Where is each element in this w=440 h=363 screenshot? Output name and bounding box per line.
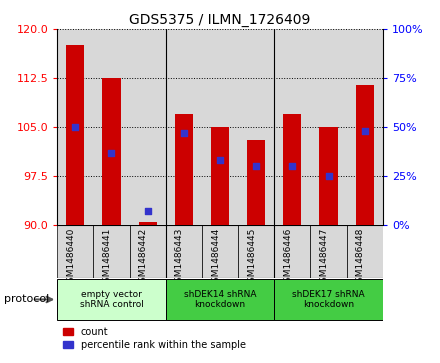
Point (144, 208, 151, 214)
FancyBboxPatch shape (57, 225, 93, 278)
Text: GSM1486441: GSM1486441 (103, 228, 111, 288)
Bar (66, 45, 84, 225)
Bar (202, 29, 238, 225)
FancyBboxPatch shape (202, 225, 238, 278)
Point (216, 158, 224, 163)
FancyBboxPatch shape (274, 225, 311, 278)
Bar (175, 114, 193, 225)
Bar (347, 29, 383, 225)
Bar (166, 29, 202, 225)
FancyBboxPatch shape (129, 225, 166, 278)
Text: GSM1486442: GSM1486442 (139, 228, 148, 288)
Bar (311, 29, 347, 225)
Bar (247, 140, 265, 225)
Bar (319, 127, 337, 225)
Bar (57, 29, 93, 225)
Point (361, 128, 368, 134)
FancyBboxPatch shape (93, 225, 129, 278)
Bar (274, 29, 311, 225)
Bar (283, 114, 301, 225)
Text: GSM1486443: GSM1486443 (175, 228, 184, 288)
Text: empty vector
shRNA control: empty vector shRNA control (80, 290, 143, 309)
Bar (139, 222, 157, 225)
FancyBboxPatch shape (166, 278, 274, 321)
Bar (211, 127, 229, 225)
Point (253, 163, 260, 169)
Text: GSM1486446: GSM1486446 (283, 228, 292, 288)
Bar (129, 29, 166, 225)
Text: GSM1486448: GSM1486448 (356, 228, 365, 288)
Text: GSM1486447: GSM1486447 (319, 228, 329, 288)
Point (325, 173, 332, 179)
Text: protocol: protocol (4, 294, 50, 305)
FancyBboxPatch shape (57, 278, 166, 321)
Bar (103, 78, 121, 225)
Point (108, 150, 115, 155)
Bar (238, 29, 274, 225)
FancyBboxPatch shape (238, 225, 274, 278)
Title: GDS5375 / ILMN_1726409: GDS5375 / ILMN_1726409 (129, 13, 311, 26)
Legend: count, percentile rank within the sample: count, percentile rank within the sample (62, 326, 246, 351)
Text: shDEK17 shRNA
knockdown: shDEK17 shRNA knockdown (292, 290, 365, 309)
FancyBboxPatch shape (347, 225, 383, 278)
Point (180, 130, 187, 136)
FancyBboxPatch shape (274, 278, 383, 321)
Point (289, 163, 296, 169)
FancyBboxPatch shape (311, 225, 347, 278)
Bar (356, 85, 374, 225)
Text: shDEK14 shRNA
knockdown: shDEK14 shRNA knockdown (184, 290, 256, 309)
Point (72, 124, 79, 130)
Text: GSM1486440: GSM1486440 (66, 228, 75, 288)
FancyBboxPatch shape (166, 225, 202, 278)
Bar (93, 29, 129, 225)
Text: GSM1486445: GSM1486445 (247, 228, 256, 288)
Text: GSM1486444: GSM1486444 (211, 228, 220, 288)
